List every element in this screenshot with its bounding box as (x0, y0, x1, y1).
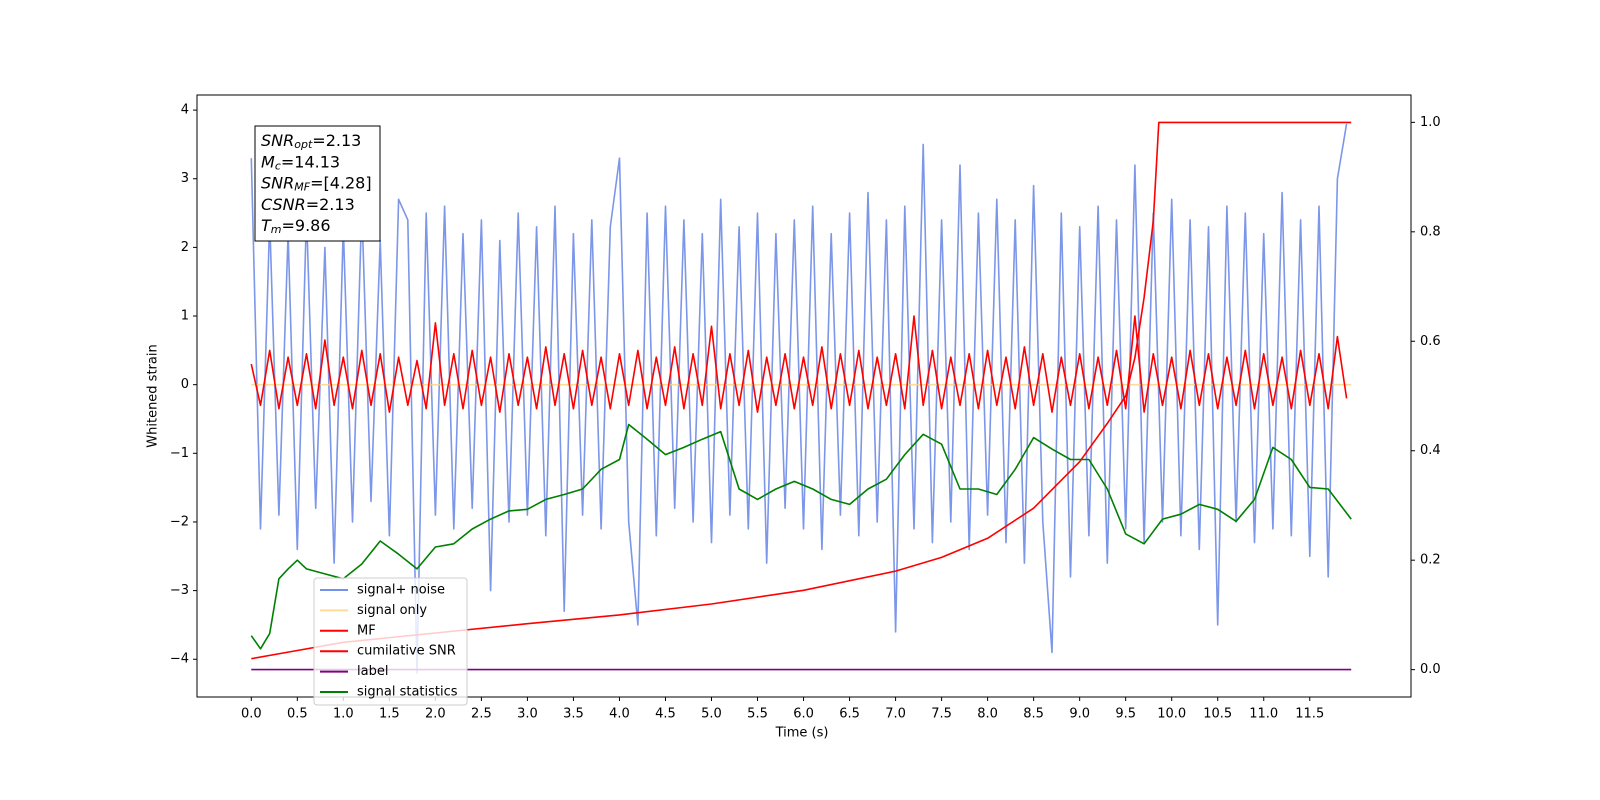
legend-label: label (357, 664, 388, 679)
x-tick-label: 10.5 (1203, 707, 1232, 722)
annotation-text: =2.13 (306, 194, 355, 213)
annotation-symbol: SNR (261, 131, 294, 150)
x-tick-label: 8.5 (1023, 707, 1044, 722)
x-tick-label: 4.0 (609, 707, 630, 722)
x-tick-label: 9.0 (1069, 707, 1090, 722)
x-tick-label: 6.0 (793, 707, 814, 722)
annotation-symbol: SNR (261, 173, 294, 192)
legend-label: signal+ noise (357, 583, 445, 598)
annotation-subscript: c (275, 159, 281, 172)
x-tick-label: 10.0 (1157, 707, 1186, 722)
annotation-symbol: CSNR (261, 194, 306, 213)
y2-tick-label: 0.0 (1420, 662, 1441, 677)
series-line (250, 423, 1352, 650)
y2-tick-label: 1.0 (1420, 115, 1441, 130)
annotation-subscript: MF (294, 181, 310, 194)
x-tick-label: 9.5 (1115, 707, 1136, 722)
x-tick-label: 6.5 (839, 707, 860, 722)
annotation: Mc=14.13 (261, 152, 340, 173)
y-tick-label: 1 (181, 309, 189, 324)
series-line (250, 315, 1348, 413)
annotation-box: SNRopt=2.13Mc=14.13SNRMF=[4.28]CSNR=2.13… (254, 125, 381, 242)
annotation-text: =2.13 (312, 131, 361, 150)
x-tick-label: 2.5 (471, 707, 492, 722)
x-tick-label: 3.0 (517, 707, 538, 722)
annotation: SNRopt=2.13 (261, 131, 361, 152)
x-tick-label: 3.5 (563, 707, 584, 722)
y-axis-label: Whitened strain (146, 344, 161, 447)
annotation-subscript: opt (294, 138, 313, 151)
y-tick-label: −3 (170, 583, 189, 598)
x-tick-label: 8.0 (977, 707, 998, 722)
legend-label: signal statistics (357, 685, 458, 700)
x-tick-label: 5.5 (747, 707, 768, 722)
legend-label: cumilative SNR (357, 644, 456, 659)
annotation-text: =[4.28] (310, 173, 372, 192)
annotation: CSNR=2.13 (261, 194, 355, 213)
y-tick-label: −4 (170, 652, 189, 667)
x-tick-label: 2.0 (425, 707, 446, 722)
x-tick-label: 1.5 (379, 707, 400, 722)
y-tick-label: 4 (181, 103, 189, 118)
x-tick-label: 0.0 (241, 707, 262, 722)
annotation-text: =14.13 (281, 152, 340, 171)
x-tick-label: 11.5 (1295, 707, 1324, 722)
y-tick-label: −2 (170, 514, 189, 529)
x-tick-label: 1.0 (333, 707, 354, 722)
plot-frame (196, 94, 1412, 698)
y-tick-label: −1 (170, 446, 189, 461)
y2-tick-label: 0.8 (1420, 224, 1441, 239)
y2-tick-label: 0.4 (1420, 443, 1441, 458)
x-tick-label: 0.5 (287, 707, 308, 722)
y-tick-label: 2 (181, 240, 189, 255)
x-tick-label: 7.0 (885, 707, 906, 722)
x-tick-label: 7.5 (931, 707, 952, 722)
x-tick-label: 5.0 (701, 707, 722, 722)
annotation-symbol: T (261, 216, 272, 235)
y-tick-label: 0 (181, 377, 189, 392)
y2-tick-label: 0.2 (1420, 553, 1441, 568)
y-tick-label: 3 (181, 171, 189, 186)
annotation-text: =9.86 (282, 216, 331, 235)
annotation: Tm=9.86 (261, 216, 331, 237)
x-tick-label: 4.5 (655, 707, 676, 722)
legend-frame (313, 577, 468, 706)
annotation-symbol: M (261, 152, 275, 171)
legend-label: MF (357, 623, 376, 638)
x-axis-label: Time (s) (775, 726, 829, 741)
x-tick-label: 11.0 (1249, 707, 1278, 722)
legend: signal+ noise signal only MF cumilative SNR… (313, 577, 468, 706)
series-line (250, 123, 1348, 674)
annotation: SNRMF=[4.28] (261, 173, 372, 194)
annotation-subscript: m (271, 223, 282, 236)
y2-tick-label: 0.6 (1420, 334, 1441, 349)
annotation-frame (254, 125, 381, 242)
legend-label: signal only (357, 603, 427, 618)
